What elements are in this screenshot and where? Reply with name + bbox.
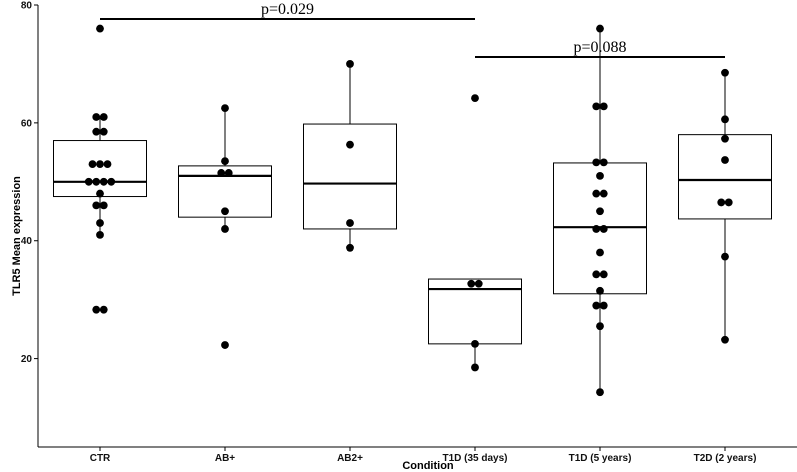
data-point xyxy=(96,230,104,239)
data-point xyxy=(103,160,112,169)
data-point xyxy=(721,156,729,164)
box xyxy=(303,123,397,230)
data-point xyxy=(221,157,229,166)
data-point xyxy=(92,305,101,314)
data-point xyxy=(221,104,229,113)
data-point xyxy=(224,169,233,177)
data-point xyxy=(596,286,604,295)
data-point xyxy=(99,113,108,121)
data-point xyxy=(96,160,104,169)
data-points xyxy=(84,24,733,397)
data-point xyxy=(346,243,354,252)
box xyxy=(678,134,772,220)
data-point xyxy=(221,207,229,216)
significance-brackets: p=0.029 p=0.088 xyxy=(100,1,725,58)
x-tick-label: AB2+ xyxy=(337,453,363,464)
box xyxy=(53,140,147,198)
p-value-label: p=0.029 xyxy=(261,1,314,18)
data-point xyxy=(599,189,608,198)
x-tick-label: AB+ xyxy=(215,453,235,464)
data-point xyxy=(599,301,608,310)
data-point xyxy=(92,113,101,121)
data-point xyxy=(221,341,229,349)
data-point xyxy=(592,225,601,233)
data-point xyxy=(596,248,604,257)
data-point xyxy=(596,172,604,180)
data-point xyxy=(724,198,733,207)
data-point xyxy=(99,127,108,136)
y-axis-title: TLR5 Mean expression xyxy=(11,176,23,296)
data-point xyxy=(217,169,226,177)
data-point xyxy=(467,279,476,288)
data-point xyxy=(474,279,483,288)
axes: 20 40 60 80 CTR AB+ AB2+ T1D (35 days) T1D (5 ye… xyxy=(21,1,797,464)
data-point xyxy=(96,24,104,33)
data-point xyxy=(92,201,101,210)
data-point xyxy=(471,363,479,372)
x-tick-label: T1D (5 years) xyxy=(569,453,632,464)
data-point xyxy=(596,24,604,33)
x-tick-label: T1D (35 days) xyxy=(442,453,507,464)
data-point xyxy=(107,177,116,186)
data-point xyxy=(221,225,229,233)
y-tick-label: 20 xyxy=(21,354,33,365)
y-tick-label: 60 xyxy=(21,118,33,129)
data-point xyxy=(88,160,97,169)
data-point xyxy=(471,94,479,103)
data-point xyxy=(99,201,108,210)
data-point xyxy=(96,189,104,198)
data-point xyxy=(346,140,354,149)
x-tick-label: CTR xyxy=(90,453,111,464)
y-tick-label: 40 xyxy=(21,236,33,247)
data-point xyxy=(96,219,104,227)
data-point xyxy=(84,177,93,186)
boxes xyxy=(53,28,772,393)
data-point xyxy=(721,68,729,77)
data-point xyxy=(596,322,604,331)
data-point xyxy=(592,270,601,279)
data-point xyxy=(346,60,354,68)
data-point xyxy=(99,177,108,186)
data-point xyxy=(471,339,479,348)
data-point xyxy=(592,189,601,198)
axis-labels: Condition TLR5 Mean expression xyxy=(11,176,454,472)
data-point xyxy=(599,270,608,279)
x-tick-label: T2D (2 years) xyxy=(694,453,757,464)
x-axis-title: Condition xyxy=(402,460,454,472)
data-point xyxy=(92,127,101,136)
data-point xyxy=(592,158,601,167)
data-point xyxy=(599,225,608,233)
data-point xyxy=(599,102,608,111)
data-point xyxy=(92,177,101,186)
data-point xyxy=(721,252,729,261)
y-tick-label: 80 xyxy=(21,1,33,12)
data-point xyxy=(721,115,729,124)
data-point xyxy=(596,207,604,216)
data-point xyxy=(99,305,108,314)
data-point xyxy=(592,102,601,111)
p-value-label: p=0.088 xyxy=(573,39,626,56)
data-point xyxy=(721,335,729,344)
data-point xyxy=(599,158,608,167)
data-point xyxy=(596,388,604,397)
data-point xyxy=(346,219,354,227)
data-point xyxy=(717,198,726,207)
data-point xyxy=(592,301,601,310)
data-point xyxy=(721,134,729,143)
